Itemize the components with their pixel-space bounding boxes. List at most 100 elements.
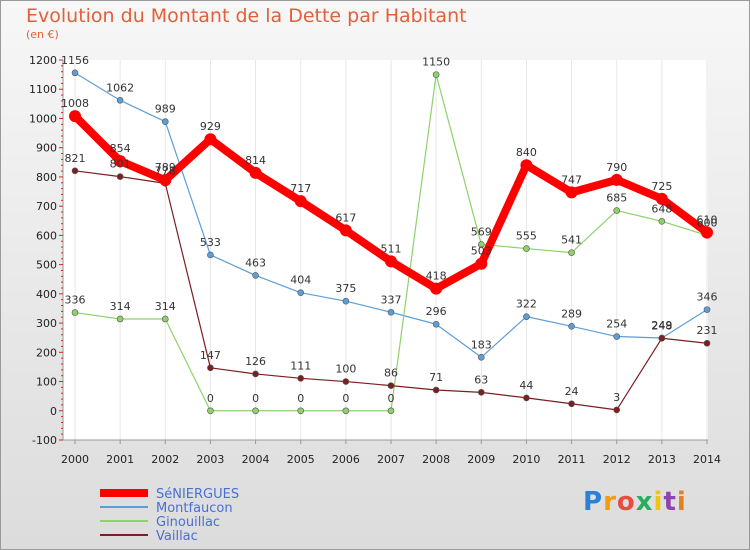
data-label: 0 xyxy=(252,392,259,405)
legend-label: Vaillac xyxy=(156,529,198,544)
logo-letter: t xyxy=(663,487,677,517)
data-point xyxy=(385,255,397,268)
data-point xyxy=(342,407,350,415)
data-label: 1156 xyxy=(61,54,89,67)
data-label: 685 xyxy=(606,192,627,205)
data-label: 1008 xyxy=(61,97,89,110)
data-label: 1062 xyxy=(106,81,134,94)
legend-label: Montfaucon xyxy=(156,501,233,516)
data-point xyxy=(432,71,440,78)
data-label: 346 xyxy=(697,291,718,304)
logo-letter: i xyxy=(653,487,664,517)
x-tick-label: 2005 xyxy=(287,453,315,466)
y-tick-label: 500 xyxy=(36,259,57,272)
data-point xyxy=(294,195,307,208)
x-tick-label: 2002 xyxy=(151,453,179,466)
data-point xyxy=(520,159,533,172)
data-point xyxy=(655,192,668,205)
data-point xyxy=(252,370,259,378)
x-tick-label: 2010 xyxy=(512,453,540,466)
chart-title: Evolution du Montant de la Dette par Hab… xyxy=(26,5,467,27)
chart-subtitle: (en €) xyxy=(26,28,59,41)
data-point xyxy=(297,375,305,382)
data-point xyxy=(71,309,79,316)
data-point xyxy=(658,334,666,342)
data-point xyxy=(430,282,443,295)
x-tick-label: 2000 xyxy=(61,453,89,466)
y-tick-label: 1000 xyxy=(29,112,57,125)
data-label: 511 xyxy=(381,242,402,255)
x-tick-label: 2009 xyxy=(467,453,495,466)
data-label: 617 xyxy=(335,211,356,224)
data-point xyxy=(116,315,124,323)
data-label: 555 xyxy=(516,230,537,243)
data-point xyxy=(568,322,575,330)
data-label: 314 xyxy=(155,300,176,313)
data-point xyxy=(432,320,440,328)
data-label: 289 xyxy=(561,307,582,320)
data-label: 463 xyxy=(245,256,266,269)
data-label: 569 xyxy=(471,225,492,238)
data-point xyxy=(69,110,81,123)
data-point xyxy=(613,406,621,414)
data-label: 254 xyxy=(606,318,627,331)
data-point xyxy=(610,173,623,186)
data-point xyxy=(339,224,352,237)
data-label: 790 xyxy=(606,161,627,174)
data-label: 249 xyxy=(651,319,672,332)
data-label: 989 xyxy=(155,103,176,116)
data-point xyxy=(568,400,575,408)
data-label: 63 xyxy=(474,373,488,386)
data-point xyxy=(523,394,530,402)
data-label: 337 xyxy=(381,293,402,306)
x-tick-label: 2012 xyxy=(603,453,631,466)
data-label: 86 xyxy=(384,367,398,380)
logo-letter: r xyxy=(603,487,617,517)
logo-letter: o xyxy=(616,487,636,517)
data-label: 336 xyxy=(65,294,86,307)
y-tick-label: 1100 xyxy=(29,83,57,96)
data-point xyxy=(701,226,713,239)
data-label: 610 xyxy=(697,213,718,226)
data-point xyxy=(387,308,395,316)
logo-letter: x xyxy=(635,487,654,517)
data-label: 0 xyxy=(388,392,395,405)
legend-label: Ginouillac xyxy=(156,515,220,530)
y-tick-label: 300 xyxy=(36,317,57,330)
data-label: 418 xyxy=(426,270,447,283)
x-tick-label: 2011 xyxy=(558,453,586,466)
data-label: 322 xyxy=(516,298,537,311)
data-point xyxy=(703,339,711,347)
data-label: 0 xyxy=(342,392,349,405)
x-tick-label: 2004 xyxy=(242,453,270,466)
data-label: 111 xyxy=(290,359,311,372)
data-label: 789 xyxy=(155,161,176,174)
data-label: 821 xyxy=(65,152,86,165)
data-label: 314 xyxy=(110,300,131,313)
data-label: 126 xyxy=(245,355,266,368)
data-point xyxy=(658,218,666,225)
data-point xyxy=(477,389,485,396)
data-label: 44 xyxy=(519,379,533,392)
x-tick-label: 2006 xyxy=(332,453,360,466)
legend-label: SéNIERGUES xyxy=(156,487,239,502)
data-point xyxy=(297,289,305,296)
data-point xyxy=(207,364,214,372)
data-label: 3 xyxy=(613,391,620,404)
data-point xyxy=(297,407,305,415)
data-point xyxy=(387,382,395,389)
data-label: 231 xyxy=(697,324,718,337)
data-label: 375 xyxy=(335,282,356,295)
y-tick-label: 0 xyxy=(50,405,57,418)
data-label: 725 xyxy=(651,180,672,193)
data-label: 71 xyxy=(429,371,443,384)
data-label: 929 xyxy=(200,120,221,133)
data-label: 296 xyxy=(426,305,447,318)
data-point xyxy=(342,378,350,385)
data-label: 648 xyxy=(651,202,672,215)
data-label: 100 xyxy=(335,363,356,376)
data-point xyxy=(703,306,711,313)
y-tick-label: 600 xyxy=(36,229,57,242)
x-tick-label: 2014 xyxy=(693,453,721,466)
